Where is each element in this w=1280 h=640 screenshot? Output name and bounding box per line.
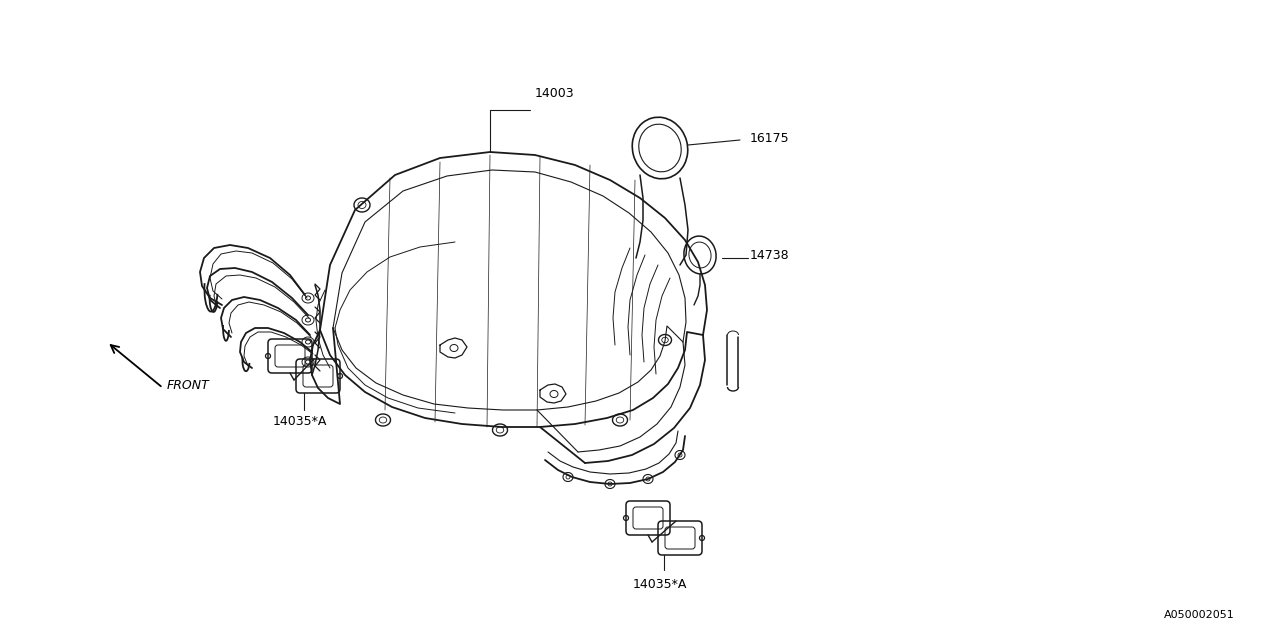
Text: 16175: 16175 [750,131,790,145]
Text: A050002051: A050002051 [1165,610,1235,620]
Text: 14035*A: 14035*A [273,415,328,428]
Text: FRONT: FRONT [166,378,210,392]
Text: 14035*A: 14035*A [632,578,687,591]
Text: 14738: 14738 [750,248,790,262]
Text: 14003: 14003 [535,87,575,100]
